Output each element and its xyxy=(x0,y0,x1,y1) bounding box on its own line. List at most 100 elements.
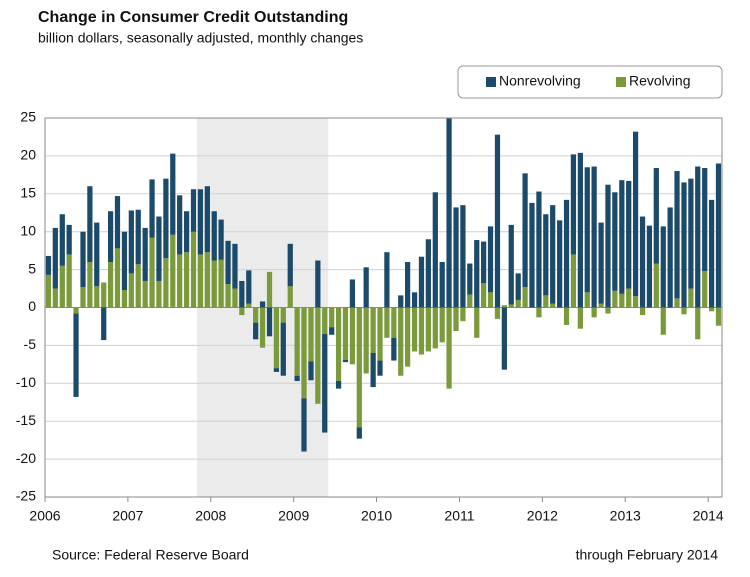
bar xyxy=(363,267,369,308)
bar xyxy=(391,307,397,338)
bar xyxy=(94,222,100,287)
bar xyxy=(280,322,286,376)
bar xyxy=(73,313,79,397)
bar xyxy=(453,207,459,308)
bar xyxy=(107,211,114,263)
plot-frame xyxy=(44,117,723,498)
bar xyxy=(660,226,666,308)
bar xyxy=(398,307,404,376)
x-tick-label: 2014 xyxy=(693,508,724,524)
bar xyxy=(107,262,114,308)
bar xyxy=(702,168,708,272)
bar xyxy=(218,259,224,308)
bar xyxy=(522,287,528,308)
bar xyxy=(197,189,204,255)
bar xyxy=(667,207,673,308)
bar xyxy=(453,307,459,331)
bar xyxy=(156,280,162,308)
bar xyxy=(543,214,549,296)
bar xyxy=(363,307,369,374)
bar xyxy=(211,260,217,308)
bar xyxy=(308,361,314,381)
bar xyxy=(308,307,314,362)
bar xyxy=(45,255,52,275)
bar xyxy=(322,307,328,335)
bar xyxy=(163,258,169,308)
y-tick-label: 15 xyxy=(20,185,36,201)
bar xyxy=(322,334,328,433)
bar xyxy=(584,167,590,293)
legend-swatch xyxy=(486,77,496,87)
bar xyxy=(715,307,722,326)
bar xyxy=(425,307,431,352)
bar xyxy=(411,307,418,352)
bar xyxy=(529,202,535,308)
bar xyxy=(612,290,618,308)
bar xyxy=(695,307,701,340)
legend-label: Revolving xyxy=(629,73,690,89)
bar xyxy=(301,307,307,399)
y-tick-label: 0 xyxy=(28,298,36,314)
bar xyxy=(467,294,473,308)
bar xyxy=(66,254,72,308)
bar xyxy=(315,307,321,404)
bar xyxy=(356,307,362,428)
legend-swatch xyxy=(616,77,626,87)
bar xyxy=(163,178,169,259)
bar xyxy=(591,307,597,318)
bar xyxy=(418,256,425,308)
bar xyxy=(135,264,141,308)
bar xyxy=(287,286,293,308)
bar xyxy=(135,209,141,265)
bar xyxy=(101,282,107,308)
bar xyxy=(481,241,487,284)
bar xyxy=(391,337,397,361)
bar xyxy=(384,252,390,308)
bar xyxy=(225,284,231,308)
bar xyxy=(605,307,611,314)
bar xyxy=(715,163,722,308)
note: through February 2014 xyxy=(576,547,719,563)
bar xyxy=(681,182,687,308)
bar xyxy=(405,307,411,367)
bar xyxy=(439,262,445,308)
bar xyxy=(342,359,349,363)
bar xyxy=(239,280,245,308)
bar xyxy=(87,262,93,308)
bar xyxy=(653,263,659,308)
bar xyxy=(170,234,176,308)
bar xyxy=(239,307,245,316)
x-tick-label: 2011 xyxy=(444,508,474,524)
bar xyxy=(688,288,694,308)
bar xyxy=(121,290,128,308)
bar xyxy=(577,152,583,308)
bar xyxy=(646,225,653,308)
chart-subtitle: billion dollars, seasonally adjusted, mo… xyxy=(38,30,363,46)
bar xyxy=(639,307,646,316)
bar xyxy=(190,231,197,308)
bar xyxy=(80,231,86,288)
bar xyxy=(626,180,632,289)
bar xyxy=(225,240,231,285)
bar xyxy=(342,307,349,360)
bar xyxy=(101,307,107,341)
bar xyxy=(149,179,155,238)
bar xyxy=(246,303,252,308)
bar xyxy=(266,271,273,308)
bar xyxy=(142,227,148,281)
bar xyxy=(467,263,473,295)
bar xyxy=(59,214,65,266)
bar xyxy=(563,307,570,325)
x-tick-label: 2013 xyxy=(610,508,641,524)
bar xyxy=(73,307,79,314)
bar xyxy=(605,184,611,308)
bar xyxy=(515,273,521,300)
bar xyxy=(177,195,183,255)
bar xyxy=(577,307,583,329)
bar xyxy=(287,243,293,287)
bar xyxy=(536,191,542,308)
bar xyxy=(584,292,590,308)
bar xyxy=(460,307,466,322)
y-tick-label: 5 xyxy=(28,260,36,276)
